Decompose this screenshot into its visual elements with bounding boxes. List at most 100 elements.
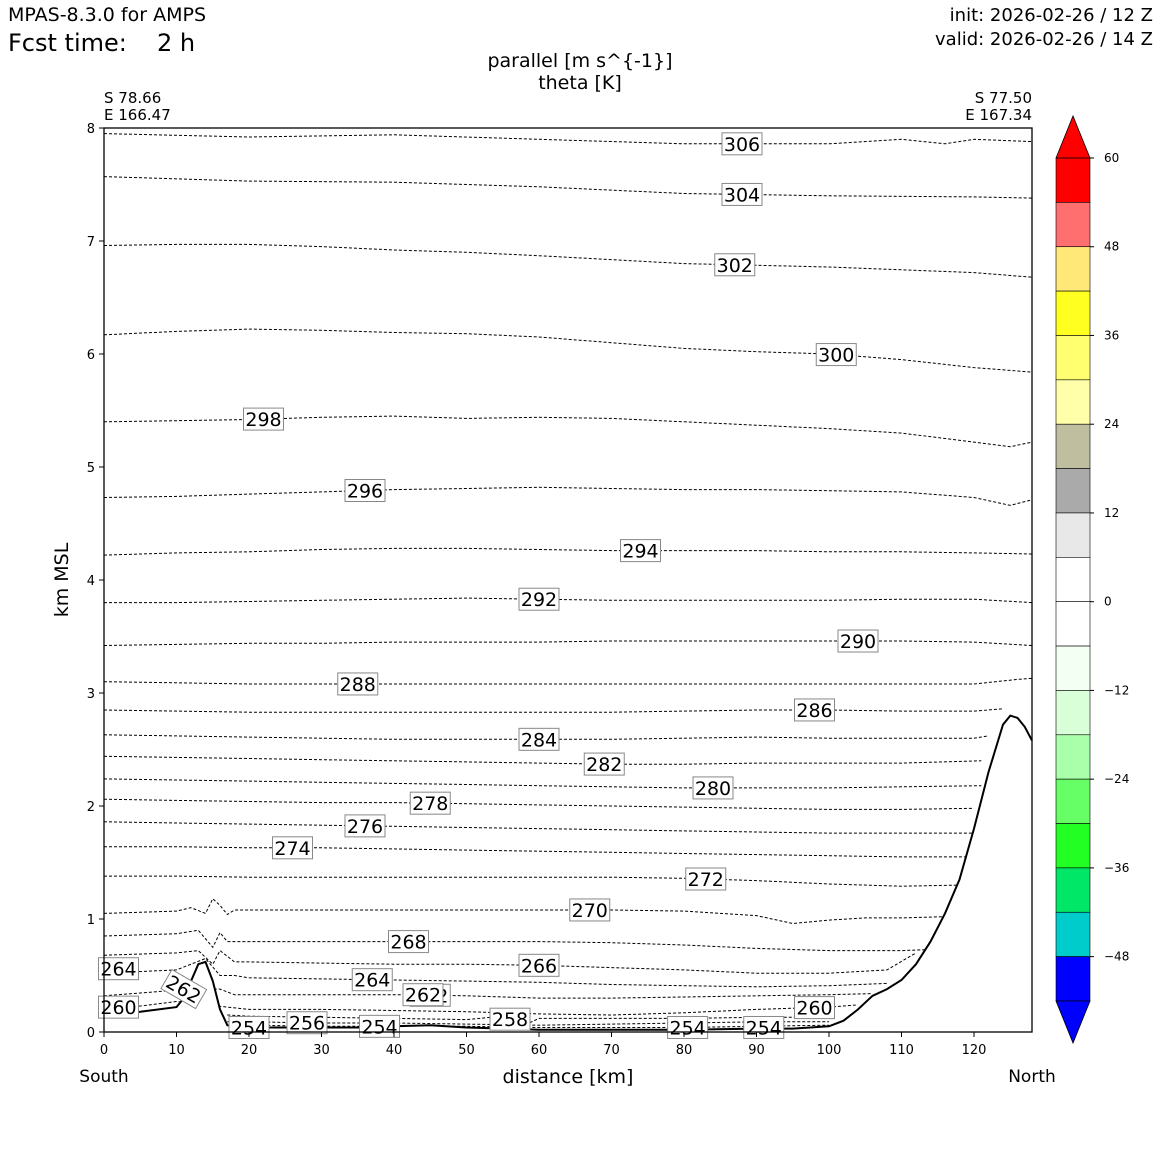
colorbar-tick-label: 12 [1104,506,1119,520]
contour-label-text: 262 [405,985,441,1007]
colorbar-segment [1055,778,1091,824]
left-end-latitude: S 78.66 [104,89,161,107]
isentrope-282 [103,755,982,765]
isentrope-292 [104,597,1033,604]
x-tick-label: 40 [386,1043,403,1058]
contour-label-304: 304 [721,182,763,206]
contour-label-text: 254 [231,1017,267,1039]
x-tick-label: 10 [168,1043,185,1058]
y-axis-ticks: 0 1 2 3 4 5 6 7 8 [87,122,104,1041]
colorbar: 60 48 36 24 12 0 −12 −24 −36 −48 [1055,114,1129,1045]
contour-label-box [815,343,857,367]
isentrope-288 [103,677,1033,685]
contour-label-box [489,1007,531,1031]
isentrope-294 [103,547,1033,556]
contour-label-box [272,836,313,860]
colorbar-segment [1055,734,1091,780]
y-tick-label: 3 [87,687,95,702]
contour-label-text: 270 [572,900,608,922]
contour-label-300: 300 [815,343,857,367]
x-tick-label: 20 [241,1043,258,1058]
contour-label-box [667,1015,709,1039]
contour-label-280: 280 [692,776,734,800]
contour-label-text: 290 [840,631,876,653]
contour-label-264: 264 [98,957,139,981]
contour-label-text: 256 [289,1013,325,1035]
contour-label-box [714,253,756,277]
contour-label-text: 286 [796,700,832,722]
contour-label-268: 268 [388,930,429,954]
isentrope-298 [103,415,1033,448]
contour-label-306: 306 [721,132,763,156]
colorbar-segment [1055,823,1091,869]
contour-label-276: 276 [344,814,386,838]
init-time: init: 2026-02-26 / 12 Z [949,5,1153,26]
contour-label-text: 302 [717,255,753,277]
contour-label-box [337,672,379,696]
isentrope-286 [103,708,1004,713]
x-axis-ticks: 0 10 20 30 40 50 60 70 80 90 100 110 120 [100,1032,987,1058]
contour-label-box [794,698,835,722]
contour-label-258: 258 [489,1007,531,1031]
contour-label-260: 260 [794,996,835,1020]
contour-label-260: 260 [98,995,139,1019]
contour-label-box [721,132,763,156]
contour-label-text: 276 [347,816,383,838]
colorbar-segment [1055,956,1091,1002]
isentrope-302 [103,243,1033,278]
isentrope-304 [103,176,1033,199]
colorbar-segment [1055,335,1091,381]
contour-label-296: 296 [344,479,386,503]
contour-label-box [518,587,560,611]
y-tick-label: 2 [87,800,95,815]
x-tick-label: 120 [962,1043,987,1058]
contour-label-box [228,1015,270,1039]
contour-label-box [837,629,879,653]
isentrope-270 [103,897,946,925]
isentrope-264 [103,957,888,988]
contour-label-text: 254 [746,1017,782,1039]
isentrope-266 [103,949,917,974]
isentrope-272 [104,875,960,887]
contour-label-text: 300 [818,345,854,367]
colorbar-segment [1055,645,1091,691]
contour-label-298: 298 [243,407,284,431]
contour-label-box [98,995,139,1019]
colorbar-tick-label: −48 [1104,950,1129,964]
y-tick-label: 8 [87,122,95,137]
contour-label-text: 288 [340,674,376,696]
contour-label-box [388,930,429,954]
contour-label-286: 286 [794,698,835,722]
contour-label-text: 266 [521,955,557,977]
contour-label-text: 304 [724,184,760,206]
contour-label-box [344,814,386,838]
fcst-time-value: 2 h [157,29,196,57]
contour-label-290: 290 [837,629,879,653]
contour-label-text: 280 [695,778,731,800]
contour-label-text: 306 [724,134,760,156]
isentrope-262 [103,988,873,999]
isentrope-276 [103,821,974,834]
x-tick-label: 70 [603,1043,620,1058]
colorbar-segment [1055,867,1091,913]
isentrope-280 [103,778,982,789]
contour-label-box [743,1015,785,1039]
contour-label-266: 266 [518,953,560,977]
fcst-time-label: Fcst time: [8,29,127,57]
contour-label-box [518,727,560,751]
colorbar-segment [1055,512,1091,558]
contour-label-layer: 306 304 302 300 298 296 294 292 290 288 286 284 282 2… [98,132,879,1039]
colorbar-tick-label: 36 [1104,328,1119,342]
left-end-longitude: E 166.47 [104,106,171,124]
colorbar-tick-label: −24 [1104,772,1129,786]
y-tick-label: 1 [87,913,95,928]
contour-label-254: 254 [667,1015,709,1039]
colorbar-tick-label: −36 [1104,861,1129,875]
contour-label-302: 302 [714,253,756,277]
contour-label-292: 292 [518,587,560,611]
colorbar-segment [1055,601,1091,647]
contour-label-box [569,898,611,922]
x-axis-label: distance [km] [503,1066,634,1088]
contour-label-278: 278 [409,791,451,815]
contour-label-box [98,957,139,981]
